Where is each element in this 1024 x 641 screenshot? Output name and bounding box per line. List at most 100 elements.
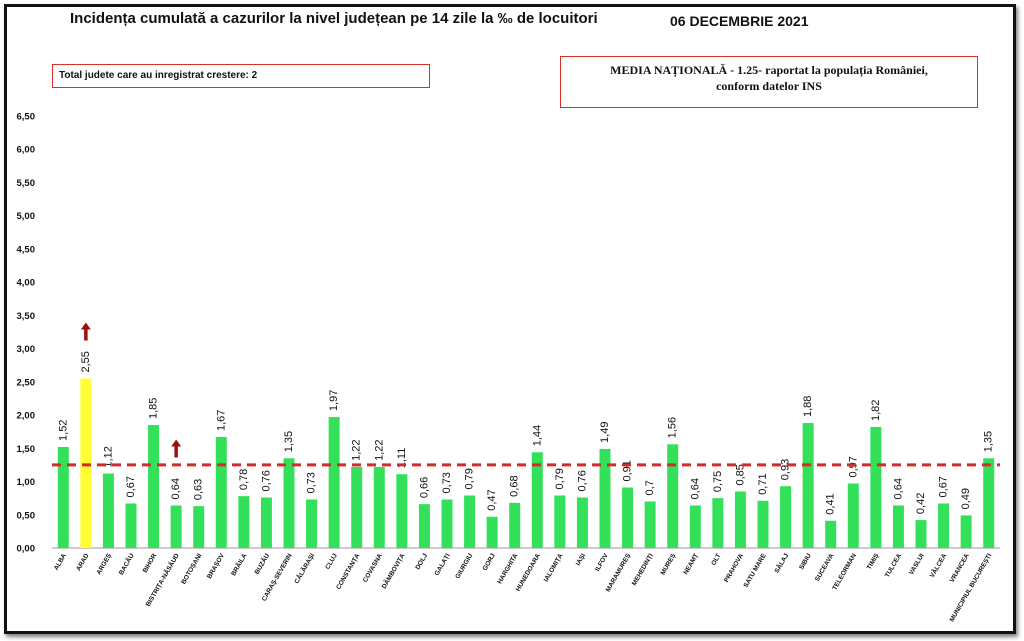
value-label: 0,97 bbox=[847, 456, 859, 477]
bar bbox=[283, 458, 295, 548]
category-label: MARAMUREȘ bbox=[605, 552, 633, 593]
increase-arrow-head bbox=[171, 439, 182, 447]
category-label: HARGHITA bbox=[496, 552, 519, 585]
category-label: MEHEDINȚI bbox=[631, 552, 655, 587]
chart-date: 06 DECEMBRIE 2021 bbox=[670, 13, 809, 29]
bar bbox=[960, 515, 972, 548]
category-label: OLT bbox=[710, 552, 722, 566]
category-label: SIBIU bbox=[798, 552, 813, 571]
category-label: IAȘI bbox=[575, 552, 587, 567]
bar bbox=[170, 505, 182, 548]
bar bbox=[622, 487, 634, 548]
y-tick-label: 2,00 bbox=[17, 411, 36, 422]
category-label: GALAȚI bbox=[434, 552, 452, 577]
category-label: ARGEȘ bbox=[96, 552, 114, 576]
national-average-line-2: conform datelor INS bbox=[716, 79, 822, 93]
bar bbox=[734, 491, 746, 548]
bar bbox=[396, 474, 408, 548]
category-label: MUREȘ bbox=[660, 552, 678, 576]
category-label: MUNICIPIUL BUCUREȘTI bbox=[949, 552, 994, 623]
value-label: 1,82 bbox=[870, 400, 882, 421]
value-label: 1,67 bbox=[215, 410, 227, 431]
value-label: 1,22 bbox=[351, 439, 363, 460]
national-average-note: MEDIA NAȚIONALĂ - 1.25- raportat la popu… bbox=[560, 56, 978, 108]
bar bbox=[554, 495, 566, 548]
bar bbox=[847, 483, 859, 548]
value-label: 0,85 bbox=[734, 464, 746, 485]
category-label: DOLJ bbox=[414, 552, 429, 571]
value-label: 0,71 bbox=[757, 473, 769, 494]
bar bbox=[644, 501, 656, 548]
category-label: VRANCEA bbox=[949, 552, 971, 584]
category-label: ARAD bbox=[75, 552, 91, 572]
bar bbox=[712, 498, 724, 548]
bar bbox=[238, 496, 250, 548]
category-label: TULCEA bbox=[884, 552, 903, 579]
value-label: 0,63 bbox=[193, 479, 205, 500]
y-tick-label: 6,00 bbox=[17, 145, 36, 156]
category-label: BIHOR bbox=[142, 552, 159, 574]
bar bbox=[125, 503, 137, 548]
value-label: 0,79 bbox=[464, 468, 476, 489]
bar bbox=[780, 486, 792, 548]
increase-count-note: Total judete care au inregistrat crester… bbox=[52, 64, 430, 88]
bar bbox=[328, 417, 340, 548]
category-label: TIMIȘ bbox=[866, 552, 881, 571]
category-label: COVASNA bbox=[362, 552, 384, 583]
bar bbox=[667, 444, 679, 548]
category-label: SATU MARE bbox=[743, 552, 768, 589]
category-label: HUNEDOARA bbox=[515, 552, 542, 592]
category-label: CĂLĂRAȘI bbox=[292, 551, 317, 585]
value-label: 0,75 bbox=[712, 471, 724, 492]
bar bbox=[148, 425, 160, 548]
value-label: 1,35 bbox=[283, 431, 295, 452]
value-label: 0,67 bbox=[938, 476, 950, 497]
value-label: 0,76 bbox=[260, 470, 272, 491]
y-tick-label: 6,50 bbox=[17, 112, 36, 123]
bar bbox=[373, 466, 385, 548]
value-label: 0,91 bbox=[622, 460, 634, 481]
y-tick-label: 3,00 bbox=[17, 344, 36, 355]
category-label: BRĂILA bbox=[229, 551, 249, 577]
category-label: BOTOȘANI bbox=[180, 552, 203, 585]
y-tick-label: 5,50 bbox=[17, 178, 36, 189]
value-label: 0,64 bbox=[170, 478, 182, 499]
bar bbox=[215, 437, 227, 548]
y-tick-label: 4,00 bbox=[17, 278, 36, 289]
y-tick-label: 1,00 bbox=[17, 477, 36, 488]
value-label: 1,35 bbox=[983, 431, 995, 452]
value-label: 1,49 bbox=[599, 422, 611, 443]
bar bbox=[441, 499, 453, 548]
value-label: 0,73 bbox=[306, 472, 318, 493]
national-average-line-1: MEDIA NAȚIONALĂ - 1.25- raportat la popu… bbox=[610, 63, 928, 77]
value-label: 0,41 bbox=[825, 493, 837, 514]
bar bbox=[938, 503, 950, 548]
category-label: ALBA bbox=[53, 552, 68, 571]
bar bbox=[757, 500, 769, 548]
chart-title: Incidența cumulată a cazurilor la nivel … bbox=[70, 10, 598, 27]
value-label: 0,93 bbox=[780, 459, 792, 480]
value-label: 0,66 bbox=[418, 477, 430, 498]
category-label: ILFOV bbox=[594, 552, 610, 573]
bar bbox=[193, 506, 205, 548]
category-label: CONSTANȚA bbox=[335, 552, 361, 591]
bar bbox=[260, 497, 272, 548]
value-label: 1,88 bbox=[802, 396, 814, 417]
y-tick-label: 4,50 bbox=[17, 244, 36, 255]
bar bbox=[576, 497, 588, 548]
bar bbox=[418, 504, 430, 548]
category-label: GIURGIU bbox=[454, 552, 474, 580]
category-label: CLUJ bbox=[324, 552, 339, 571]
value-label: 0,49 bbox=[960, 488, 972, 509]
value-label: 1,56 bbox=[667, 417, 679, 438]
bar bbox=[870, 427, 882, 548]
bar bbox=[531, 452, 543, 548]
bar bbox=[825, 520, 837, 548]
category-label: GORJ bbox=[482, 552, 497, 572]
value-label: 1,52 bbox=[57, 420, 69, 441]
bar bbox=[102, 473, 114, 548]
bar bbox=[802, 423, 814, 548]
category-label: VASLUI bbox=[908, 552, 926, 576]
value-label: 1,97 bbox=[328, 390, 340, 411]
